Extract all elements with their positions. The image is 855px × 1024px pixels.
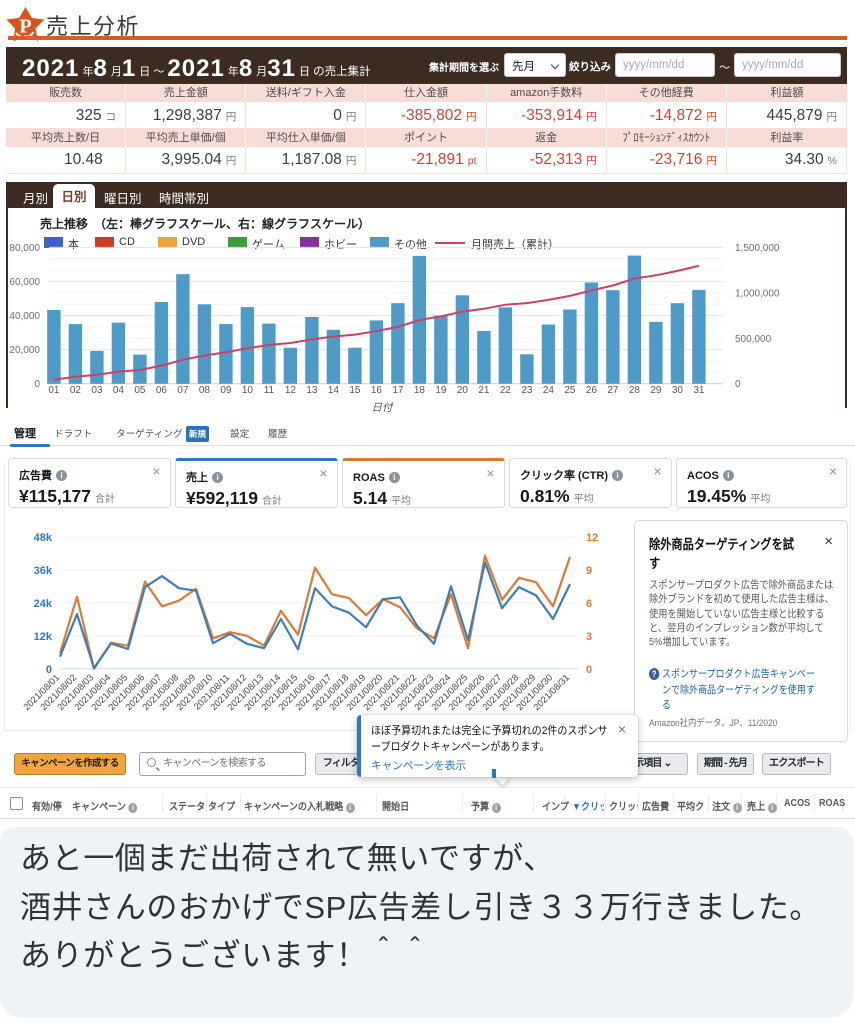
svg-text:25: 25 bbox=[564, 385, 576, 396]
svg-text:13: 13 bbox=[306, 385, 318, 396]
svg-text:0: 0 bbox=[34, 379, 40, 390]
svg-text:1,000,000: 1,000,000 bbox=[735, 289, 780, 300]
svg-text:14: 14 bbox=[328, 385, 340, 396]
svg-text:40,000: 40,000 bbox=[9, 311, 40, 322]
svg-text:31: 31 bbox=[693, 385, 705, 396]
svg-text:21: 21 bbox=[478, 385, 490, 396]
svg-text:9: 9 bbox=[586, 565, 592, 577]
svg-text:3: 3 bbox=[586, 631, 592, 643]
svg-text:07: 07 bbox=[177, 385, 189, 396]
svg-text:12: 12 bbox=[586, 532, 598, 544]
svg-text:02: 02 bbox=[70, 385, 82, 396]
svg-text:24: 24 bbox=[543, 385, 555, 396]
svg-text:23: 23 bbox=[521, 385, 533, 396]
svg-text:24k: 24k bbox=[34, 598, 53, 610]
svg-text:30: 30 bbox=[672, 385, 684, 396]
svg-text:日付: 日付 bbox=[372, 402, 394, 414]
svg-text:18: 18 bbox=[414, 385, 426, 396]
svg-text:06: 06 bbox=[156, 385, 168, 396]
svg-text:15: 15 bbox=[349, 385, 361, 396]
svg-text:22: 22 bbox=[500, 385, 512, 396]
svg-text:0: 0 bbox=[586, 664, 592, 676]
svg-text:60,000: 60,000 bbox=[9, 277, 40, 288]
svg-text:20: 20 bbox=[457, 385, 469, 396]
svg-text:1,500,000: 1,500,000 bbox=[735, 243, 780, 254]
svg-text:12: 12 bbox=[285, 385, 297, 396]
svg-text:500,000: 500,000 bbox=[735, 334, 772, 345]
svg-text:P: P bbox=[19, 16, 31, 38]
svg-text:17: 17 bbox=[392, 385, 404, 396]
svg-text:28: 28 bbox=[629, 385, 641, 396]
svg-text:36k: 36k bbox=[34, 565, 53, 577]
svg-text:08: 08 bbox=[199, 385, 211, 396]
svg-text:09: 09 bbox=[220, 385, 232, 396]
svg-text:48k: 48k bbox=[34, 532, 53, 544]
svg-text:03: 03 bbox=[91, 385, 103, 396]
svg-text:16: 16 bbox=[371, 385, 383, 396]
svg-text:20,000: 20,000 bbox=[9, 345, 40, 356]
svg-text:0: 0 bbox=[46, 664, 52, 676]
svg-text:26: 26 bbox=[586, 385, 598, 396]
svg-text:80,000: 80,000 bbox=[9, 243, 40, 254]
svg-text:01: 01 bbox=[48, 385, 60, 396]
svg-text:04: 04 bbox=[113, 385, 125, 396]
svg-text:10: 10 bbox=[242, 385, 254, 396]
svg-text:12k: 12k bbox=[34, 631, 53, 643]
svg-text:11: 11 bbox=[264, 385, 275, 396]
svg-text:6: 6 bbox=[586, 598, 592, 610]
svg-text:05: 05 bbox=[134, 385, 146, 396]
svg-text:0: 0 bbox=[735, 379, 741, 390]
svg-text:29: 29 bbox=[650, 385, 662, 396]
svg-text:27: 27 bbox=[607, 385, 619, 396]
svg-text:19: 19 bbox=[435, 385, 447, 396]
